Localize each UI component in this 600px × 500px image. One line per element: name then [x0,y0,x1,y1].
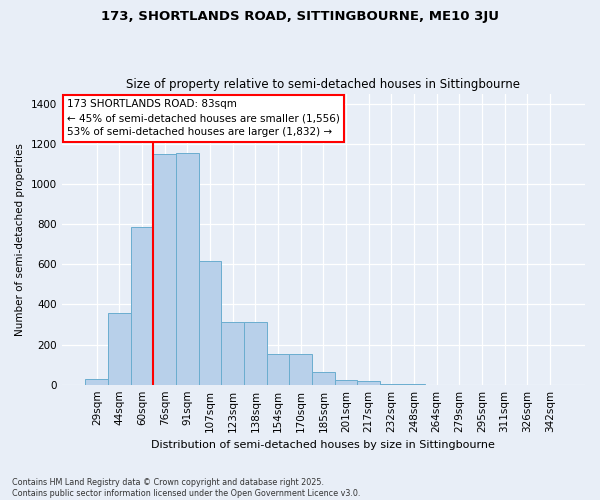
Bar [199,261,221,384]
Bar [85,378,108,384]
Y-axis label: Number of semi-detached properties: Number of semi-detached properties [15,142,25,336]
Bar [266,354,289,384]
Title: Size of property relative to semi-detached houses in Sittingbourne: Size of property relative to semi-detach… [127,78,520,91]
Bar [312,372,335,384]
Bar [131,227,154,384]
Text: 173 SHORTLANDS ROAD: 83sqm
← 45% of semi-detached houses are smaller (1,556)
53%: 173 SHORTLANDS ROAD: 83sqm ← 45% of semi… [67,100,340,138]
Bar [108,314,131,384]
Bar [244,322,266,384]
Bar [289,354,312,384]
X-axis label: Distribution of semi-detached houses by size in Sittingbourne: Distribution of semi-detached houses by … [151,440,495,450]
Bar [335,380,358,384]
Bar [358,380,380,384]
Bar [154,154,176,384]
Text: 173, SHORTLANDS ROAD, SITTINGBOURNE, ME10 3JU: 173, SHORTLANDS ROAD, SITTINGBOURNE, ME1… [101,10,499,23]
Bar [221,322,244,384]
Text: Contains HM Land Registry data © Crown copyright and database right 2025.
Contai: Contains HM Land Registry data © Crown c… [12,478,361,498]
Bar [176,153,199,384]
